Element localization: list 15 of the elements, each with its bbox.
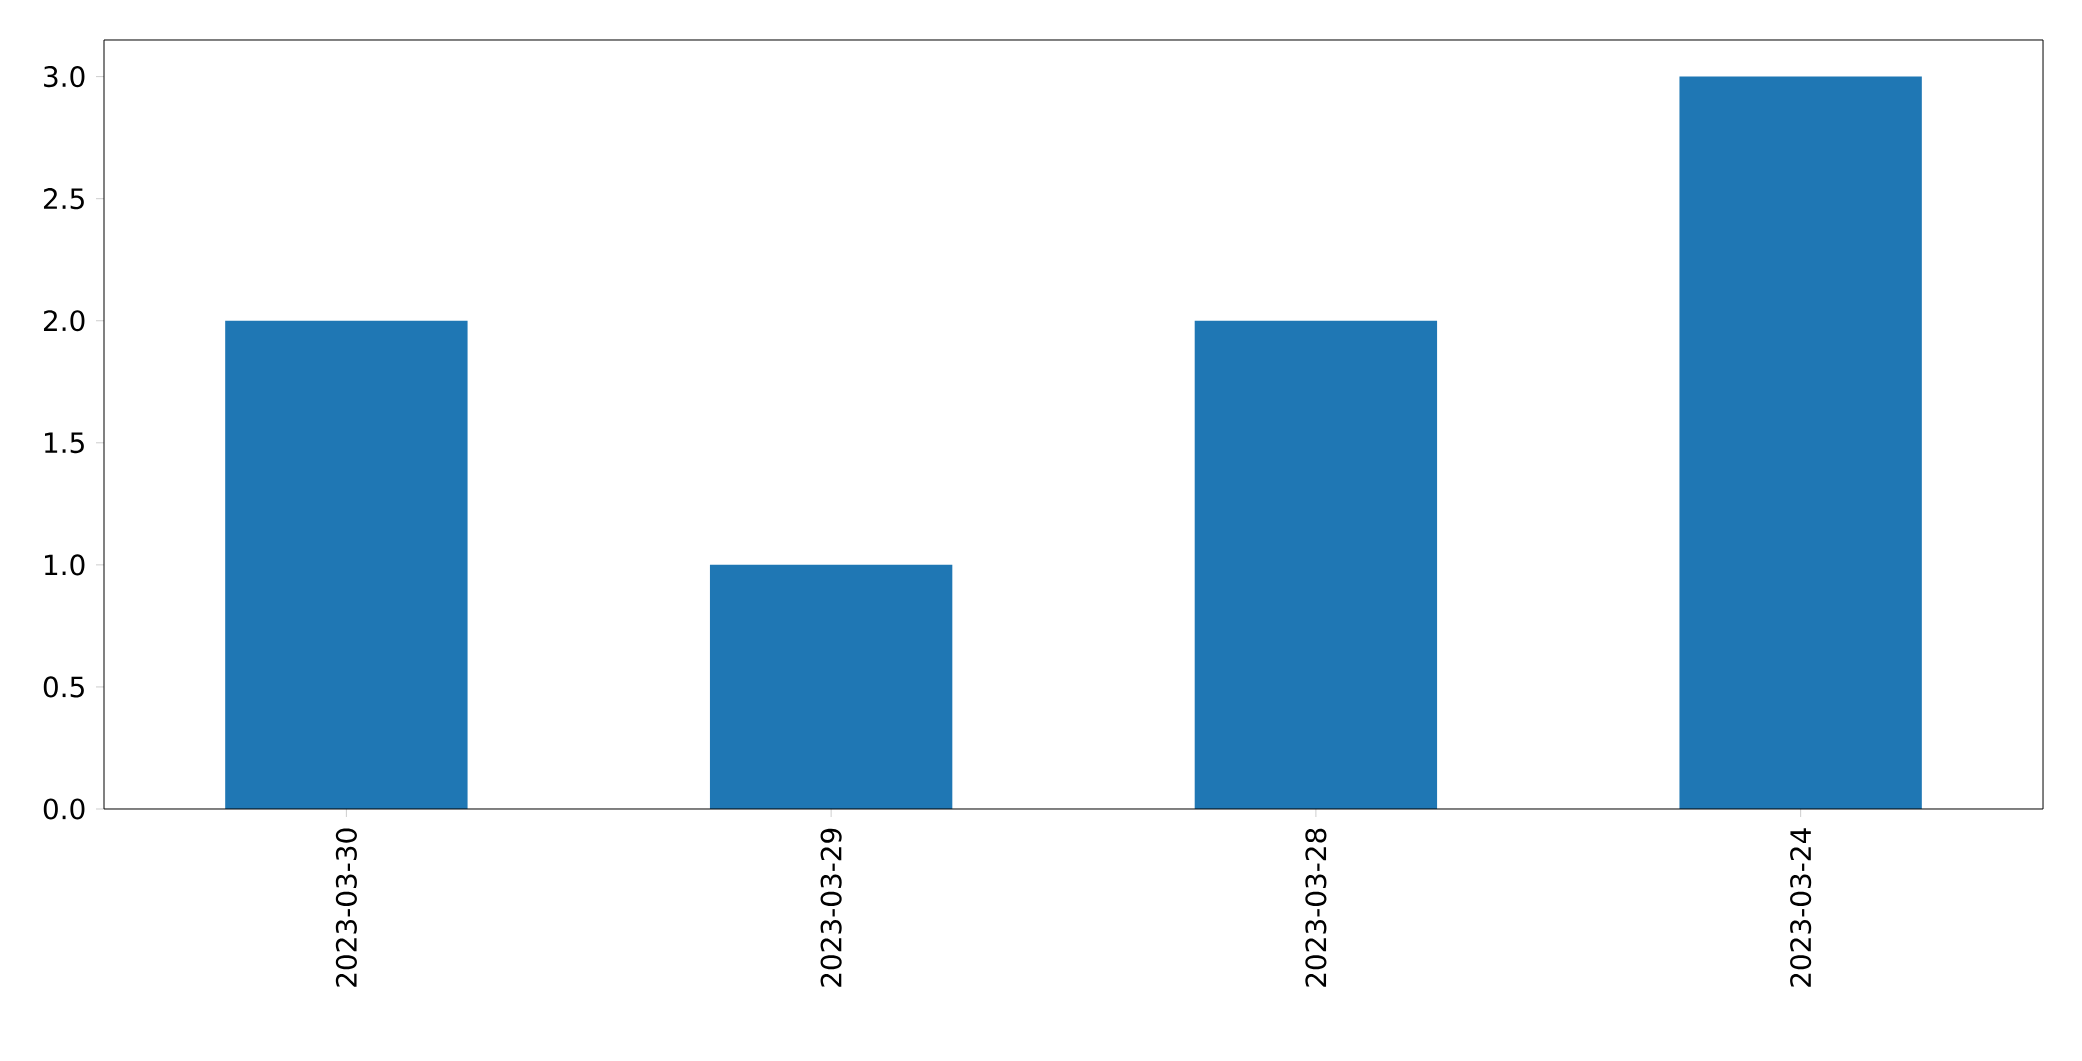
y-tick-label: 1.5 <box>45 432 84 454</box>
bar <box>709 564 953 809</box>
x-tick-label: 2023-03-30 <box>335 828 357 987</box>
x-tick-label: 2023-03-29 <box>820 828 842 987</box>
bar <box>1679 76 1922 809</box>
y-tick-label: 2.0 <box>43 310 85 332</box>
x-tick-label: 2023-03-28 <box>1305 828 1327 987</box>
y-tick-label: 1.0 <box>45 554 85 576</box>
y-tick-label: 0.0 <box>43 798 85 820</box>
y-tick-label: 3.0 <box>44 66 85 88</box>
y-tick-label: 2.5 <box>43 188 84 210</box>
x-tick-label: 2023-03-24 <box>1790 828 1812 987</box>
bar <box>1194 320 1438 809</box>
y-tick-label: 0.5 <box>43 676 84 698</box>
bar <box>225 320 468 809</box>
